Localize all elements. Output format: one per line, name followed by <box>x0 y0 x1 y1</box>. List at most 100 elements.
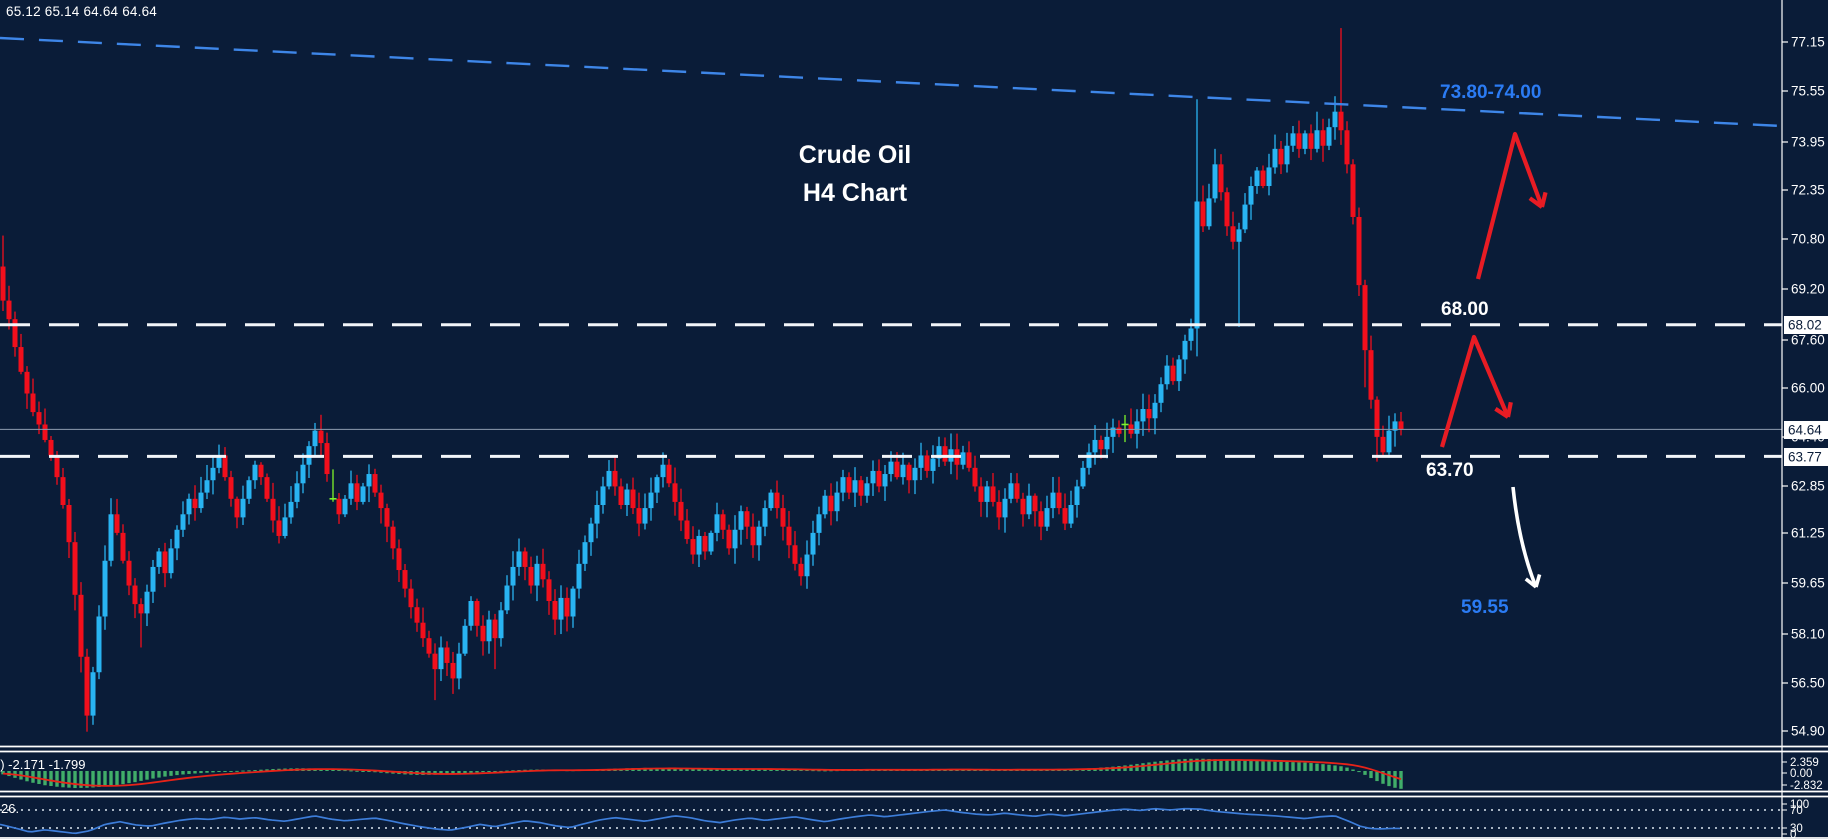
price-levels <box>0 36 1783 458</box>
macd-histogram-bar <box>1333 765 1337 771</box>
projection-arrow-down-white[interactable] <box>1511 486 1542 589</box>
macd-histogram-bar <box>799 769 803 771</box>
macd-histogram-bar <box>1291 762 1295 771</box>
macd-histogram-bar <box>361 771 365 772</box>
macd-histogram-bar <box>1345 767 1349 771</box>
projection-arrow-upper[interactable] <box>1475 131 1548 280</box>
macd-histogram-bar <box>97 771 101 787</box>
macd-histogram-bar <box>709 769 713 771</box>
macd-histogram-bar <box>511 770 515 772</box>
resistance-zone-label: 73.80-74.00 <box>1440 82 1542 103</box>
macd-histogram-bar <box>337 769 341 771</box>
price-tick-label: 70.80 <box>1791 232 1825 247</box>
macd-histogram-bar <box>343 770 347 772</box>
macd-histogram-bar <box>79 771 83 788</box>
macd-histogram-bar <box>487 771 491 772</box>
macd-histogram-bar <box>1393 771 1397 788</box>
macd-histogram-bar <box>367 771 371 772</box>
macd-histogram-bar <box>127 771 131 784</box>
macd-histogram-bar <box>1159 761 1163 771</box>
macd-histogram-bar <box>355 770 359 772</box>
macd-histogram-bar <box>145 771 149 780</box>
macd-scale-label: 0.00 <box>1790 768 1812 780</box>
descending-trendline[interactable] <box>0 36 1783 128</box>
macd-histogram-bar <box>151 771 155 779</box>
macd-histogram-bar <box>823 770 827 772</box>
macd-histogram-bar <box>439 771 443 775</box>
price-tick-label: 54.90 <box>1791 724 1825 739</box>
macd-histogram-bar <box>1399 771 1403 789</box>
macd-histogram-bar <box>37 771 41 785</box>
macd-histogram-bar <box>1321 764 1325 771</box>
macd-histogram-bar <box>751 768 755 771</box>
macd-histogram-bar <box>1363 771 1367 775</box>
macd-histogram-bar <box>1387 771 1391 787</box>
macd-histogram-bar <box>769 769 773 771</box>
macd-histogram-bar <box>1171 759 1175 771</box>
macd-histogram-bar <box>1177 759 1181 771</box>
boxed-price-label: 64.64 <box>1788 423 1822 438</box>
price-tick-label: 58.10 <box>1791 627 1825 642</box>
macd-histogram-bar <box>217 771 221 772</box>
macd-histogram-bar <box>691 768 695 771</box>
macd-histogram-bar <box>1351 769 1355 771</box>
price-tick-label: 59.65 <box>1791 576 1825 591</box>
price-tick-label: 69.20 <box>1791 282 1825 297</box>
boxed-price-label: 68.02 <box>1788 318 1822 333</box>
macd-histogram-bar <box>739 769 743 771</box>
macd-histogram-bar <box>115 771 119 786</box>
macd-histogram-bar <box>793 769 797 771</box>
macd-signal-line <box>2 759 1402 787</box>
macd-histogram-bar <box>1231 759 1235 771</box>
macd-histogram-bar <box>1135 763 1139 771</box>
projection-arrow-mid[interactable] <box>1439 334 1513 448</box>
macd-histogram-bar <box>1315 763 1319 771</box>
projection-arrows <box>1439 131 1548 589</box>
rsi-scale-label: 70 <box>1790 805 1803 817</box>
macd-histogram-bar <box>457 771 461 774</box>
chart-title: Crude Oil H4 Chart <box>690 136 1020 212</box>
macd-histogram-bar <box>1195 758 1199 771</box>
macd-histogram-bar <box>1213 759 1217 771</box>
macd-histogram-bar <box>67 771 71 788</box>
price-tick-label: 72.35 <box>1791 183 1825 198</box>
price-tick-label: 56.50 <box>1791 676 1825 691</box>
macd-histogram-bar <box>685 768 689 771</box>
macd-histogram-bar <box>379 771 383 773</box>
macd-histogram-bar <box>223 771 227 772</box>
macd-histogram-bar <box>205 771 209 773</box>
macd-histogram-bar <box>1285 761 1289 771</box>
macd-histogram-bar <box>157 771 161 778</box>
macd-histogram-bar <box>73 771 77 789</box>
macd-histogram-bar <box>241 770 245 772</box>
macd-histogram-bar <box>1369 771 1373 779</box>
macd-histogram-bar <box>1273 761 1277 771</box>
macd-histogram-bar <box>787 769 791 771</box>
price-tick-label: 67.60 <box>1791 333 1825 348</box>
macd-scale-label: 2.359 <box>1790 757 1819 769</box>
macd-histogram-bar <box>805 770 809 772</box>
macd-histogram-bar <box>1279 761 1283 771</box>
macd-histogram-bar <box>235 770 239 772</box>
macd-histogram-bar <box>757 769 761 771</box>
macd-histogram-bar <box>211 771 215 773</box>
macd-histogram-bar <box>469 771 473 773</box>
macd-histogram-bar <box>49 771 53 787</box>
macd-histogram-bar <box>187 771 191 774</box>
macd-histogram-bar <box>325 769 329 771</box>
macd-histogram-bar <box>1 771 5 775</box>
macd-histogram-bar <box>649 767 653 771</box>
macd-histogram-bar <box>163 771 167 777</box>
macd-histogram-bar <box>655 768 659 771</box>
rsi-scale-label: 30 <box>1790 823 1803 835</box>
macd-histogram-bar <box>1219 759 1223 771</box>
macd-histogram-bar <box>1243 760 1247 771</box>
macd-histogram-bar <box>1225 759 1229 771</box>
price-tick-label: 66.00 <box>1791 381 1825 396</box>
price-box <box>1784 421 1828 439</box>
macd-histogram-bar <box>727 769 731 771</box>
